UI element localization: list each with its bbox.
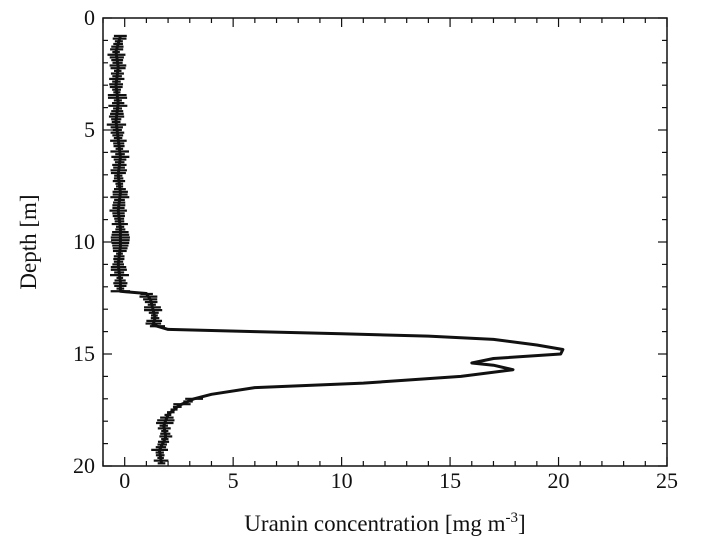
x-axis-title: Uranin concentration [mg m-3]	[244, 510, 525, 536]
y-tick-labels: 0 5 10 15 20	[73, 5, 95, 478]
x-tick-label: 20	[548, 468, 570, 493]
y-tick-label: 10	[73, 229, 95, 254]
y-tick-label: 15	[73, 341, 95, 366]
y-axis-title: Depth [m]	[16, 194, 41, 289]
x-tick-label: 0	[119, 468, 130, 493]
x-tick-label: 10	[331, 468, 353, 493]
x-tick-label: 25	[656, 468, 678, 493]
x-tick-label: 15	[439, 468, 461, 493]
axis-ticks	[102, 17, 668, 467]
y-tick-label: 20	[73, 453, 95, 478]
measurement-noise-marks	[106, 34, 204, 465]
y-tick-label: 0	[84, 5, 95, 30]
x-axis-title-suffix: ]	[518, 511, 526, 536]
x-tick-labels: 0 5 10 15 20 25	[119, 468, 678, 493]
y-tick-label: 5	[84, 117, 95, 142]
x-tick-label: 5	[228, 468, 239, 493]
x-axis-title-main: Uranin concentration [mg m	[244, 511, 505, 536]
uranin-profile-line	[114, 35, 565, 465]
x-axis-title-superscript: -3	[506, 510, 519, 526]
